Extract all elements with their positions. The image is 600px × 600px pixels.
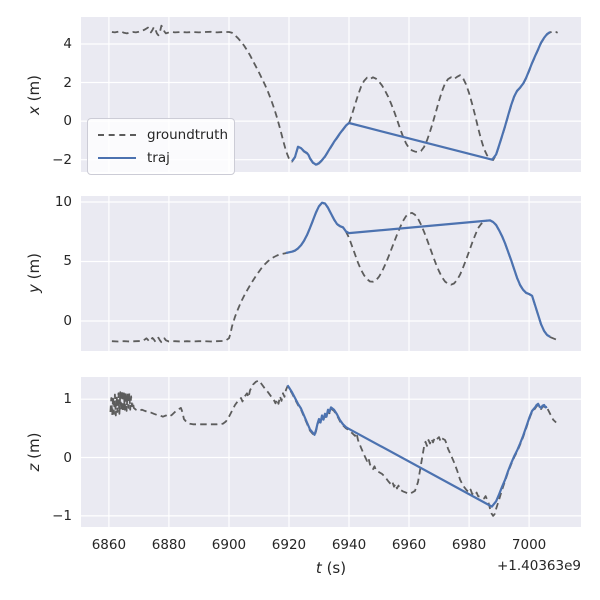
traj-line-x — [291, 31, 551, 166]
legend-entry-groundtruth: groundtruth — [98, 124, 228, 146]
y-tick-label-y: 5 — [63, 253, 72, 270]
legend: groundtruth traj — [87, 118, 235, 175]
y-tick-label-z: 0 — [63, 449, 72, 466]
traj-line-z — [286, 384, 548, 508]
y-axis-label-y-var: y — [25, 284, 43, 293]
y-tick-label-y: 0 — [63, 313, 72, 329]
y-axis-label-y: y (m) — [25, 241, 43, 305]
x-tick-label: 6860 — [91, 537, 127, 553]
groundtruth-dashed-line-icon — [98, 133, 136, 136]
groundtruth-line-z — [109, 379, 557, 517]
y-tick-label-y: 10 — [54, 193, 72, 210]
x-axis-label-var: t — [315, 559, 322, 577]
y-tick-label-x: 2 — [63, 74, 72, 91]
legend-label-traj: traj — [147, 150, 170, 167]
traj-line-y — [285, 201, 551, 338]
subplot-y — [81, 196, 581, 351]
y-tick-label-x: 0 — [63, 113, 72, 130]
x-tick-label: 6900 — [211, 537, 247, 553]
x-tick-label: 6960 — [391, 537, 427, 553]
subplot-z — [81, 377, 581, 527]
legend-label-groundtruth: groundtruth — [147, 126, 229, 143]
x-tick-label: 6920 — [271, 537, 307, 553]
x-axis-label-unit: (s) — [321, 559, 347, 577]
x-axis-label: t (s) — [291, 559, 371, 577]
x-tick-label: 6940 — [331, 537, 367, 553]
plot-canvas-z — [81, 377, 581, 527]
traj-solid-line-icon — [98, 157, 136, 160]
y-tick-label-x: 4 — [63, 35, 72, 52]
y-tick-label-x: −2 — [52, 151, 72, 168]
x-axis-offset-text: +1.40363e9 — [496, 558, 581, 574]
x-tick-label: 7000 — [511, 537, 547, 553]
x-tick-label: 6880 — [151, 537, 187, 553]
x-tick-label: 6980 — [451, 537, 487, 553]
y-tick-label-z: −1 — [52, 507, 72, 524]
y-tick-label-z: 1 — [63, 391, 72, 408]
legend-entry-traj: traj — [98, 147, 224, 169]
plot-canvas-y — [81, 196, 581, 351]
